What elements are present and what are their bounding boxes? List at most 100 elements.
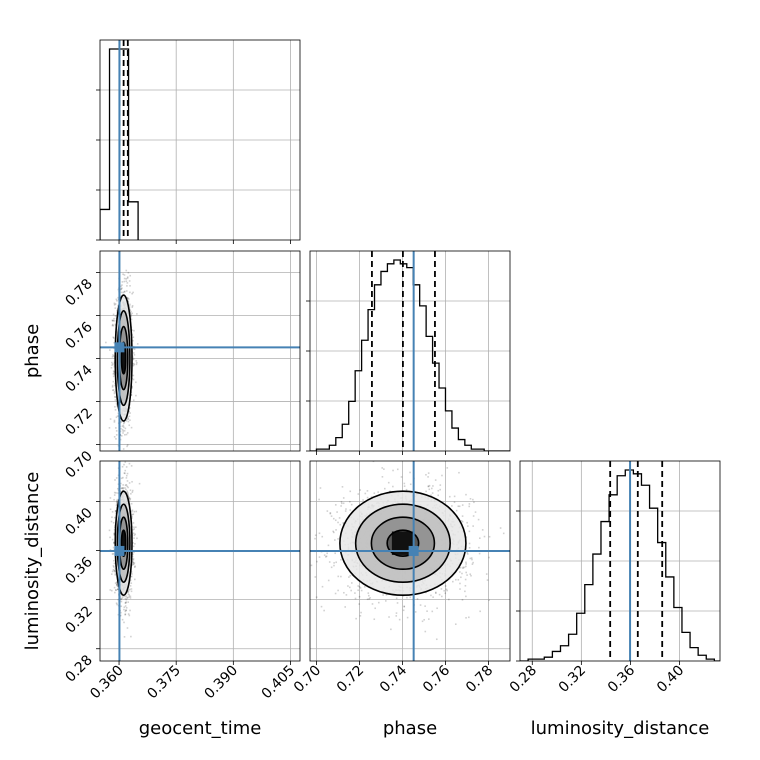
sample-point: [117, 304, 119, 307]
sample-point: [133, 348, 136, 351]
sample-point: [131, 491, 134, 493]
sample-point: [337, 575, 340, 578]
sample-point: [359, 587, 362, 589]
sample-point: [452, 580, 454, 583]
sample-point: [133, 551, 135, 554]
sample-point: [466, 574, 468, 576]
contour-line: [370, 516, 436, 571]
sample-point: [125, 278, 127, 280]
sample-point: [414, 611, 417, 613]
sample-point: [110, 366, 113, 369]
sample-point: [468, 503, 471, 505]
sample-point: [465, 565, 467, 568]
sample-point: [345, 594, 348, 596]
sample-point: [464, 584, 467, 587]
sample-point: [120, 605, 123, 608]
sample-point: [358, 595, 361, 598]
sample-point: [115, 477, 118, 479]
sample-point: [117, 588, 119, 591]
sample-point: [132, 364, 135, 367]
sample-point: [132, 362, 135, 365]
sample-point: [111, 553, 114, 555]
sample-point: [127, 301, 130, 303]
x-tick-label: 0.40: [654, 663, 687, 696]
sample-point: [115, 583, 118, 585]
sample-point: [336, 511, 338, 513]
sample-point: [123, 606, 126, 609]
sample-point: [471, 558, 473, 561]
sample-point: [119, 614, 122, 617]
sample-point: [366, 490, 369, 492]
panel-frame-geocent_time-vs-phase: [99, 250, 301, 452]
sample-point: [112, 319, 114, 322]
sample-point: [406, 616, 409, 619]
sample-point: [113, 370, 116, 373]
sample-point: [428, 488, 431, 491]
sample-point: [409, 596, 412, 599]
sample-point: [398, 459, 400, 461]
sample-point: [334, 504, 337, 506]
sample-point: [116, 584, 118, 587]
sample-point: [321, 535, 324, 538]
sample-point: [461, 504, 464, 506]
sample-point: [132, 336, 135, 339]
sample-point: [130, 244, 132, 246]
sample-point: [114, 510, 117, 512]
sample-point: [114, 572, 117, 575]
sample-point: [122, 430, 124, 432]
sample-point: [127, 271, 130, 274]
y-tick-label: 0.78: [62, 276, 95, 309]
sample-point: [432, 596, 434, 598]
sample-point: [374, 607, 377, 610]
sample-point: [335, 529, 337, 531]
sample-point: [444, 585, 447, 587]
panel-diag0-plot-area: [100, 40, 300, 240]
sample-point: [469, 497, 472, 500]
sample-point: [128, 482, 131, 484]
sample-point: [479, 610, 481, 613]
sample-point: [125, 419, 128, 422]
sample-point: [129, 489, 132, 492]
sample-point: [421, 620, 424, 623]
sample-point: [127, 420, 130, 423]
sample-point: [468, 546, 471, 549]
sample-point: [133, 526, 135, 529]
sample-point: [127, 493, 129, 496]
sample-point: [132, 291, 134, 294]
sample-point: [121, 281, 124, 283]
y-tick-label: 0.72: [62, 405, 95, 438]
sample-point: [130, 582, 133, 584]
sample-point: [398, 618, 401, 621]
sample-point: [131, 329, 134, 331]
sample-point: [131, 304, 134, 307]
sample-point: [373, 492, 376, 495]
sample-point: [431, 610, 434, 613]
sample-point: [124, 487, 126, 489]
sample-point: [458, 505, 461, 508]
sample-point: [113, 341, 115, 344]
sample-point: [350, 589, 352, 592]
sample-point: [123, 290, 126, 293]
sample-point: [333, 531, 335, 534]
sample-point: [124, 484, 127, 487]
sample-point: [337, 589, 339, 592]
sample-point: [458, 471, 460, 474]
sample-point: [315, 596, 318, 599]
sample-point: [122, 424, 125, 427]
sample-point: [113, 371, 115, 374]
sample-point: [349, 500, 351, 503]
sample-point: [318, 532, 321, 535]
sample-point: [112, 389, 114, 391]
sample-point: [406, 596, 408, 599]
sample-point: [130, 313, 132, 316]
sample-point: [403, 605, 406, 608]
sample-point: [321, 585, 324, 588]
sample-point: [465, 493, 467, 496]
sample-point: [132, 553, 134, 556]
sample-point: [488, 556, 490, 559]
sample-point: [115, 589, 117, 591]
sample-point: [120, 598, 122, 601]
sample-point: [409, 471, 411, 474]
sample-point: [115, 416, 118, 419]
sample-point: [473, 501, 475, 504]
